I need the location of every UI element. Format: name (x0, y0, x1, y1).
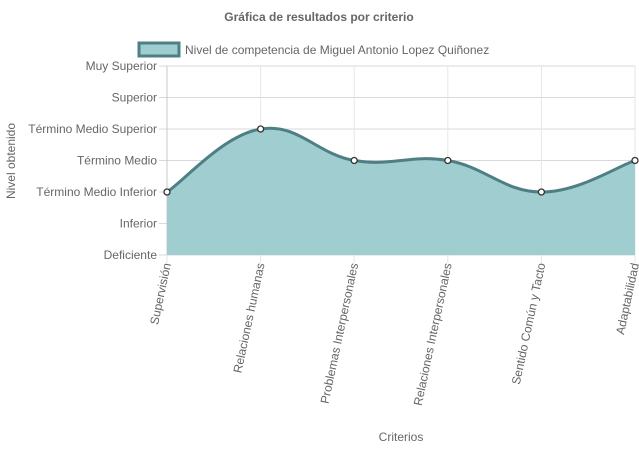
series-line (166, 126, 636, 194)
y-tick-label: Término Medio Superior (28, 122, 157, 136)
y-axis-title: Nivel obtenido (4, 123, 18, 199)
data-point[interactable] (537, 188, 546, 196)
data-points[interactable] (163, 125, 639, 196)
chart-title: Gráfica de resultados por criterio (224, 10, 413, 24)
x-axis-title: Criterios (379, 430, 424, 444)
series-area (166, 126, 636, 255)
y-tick-label: Término Medio Inferior (36, 185, 157, 199)
y-tick-label: Término Medio (77, 154, 157, 168)
x-tick-label: Adaptabilidad (613, 262, 639, 336)
x-axis-ticks: Supervisión Relaciones humanas Problemas I… (147, 261, 639, 406)
x-tick-label: Supervisión (147, 262, 174, 326)
data-point[interactable] (163, 188, 171, 196)
legend-label: Nivel de competencia de Miguel Antonio L… (185, 43, 489, 57)
y-tick-label: Inferior (120, 217, 157, 231)
data-point[interactable] (444, 156, 452, 165)
x-tick-label: Sentido Común y Tacto (509, 261, 549, 385)
x-tick-label: Relaciones humanas (231, 262, 268, 375)
y-axis-ticks: Deficiente Inferior Término Medio Inferior… (28, 59, 157, 262)
y-tick-label: Muy Superior (86, 59, 157, 73)
data-point[interactable] (350, 156, 358, 165)
x-tick-label: Relaciones Interpersonales (411, 262, 455, 407)
area-fill (167, 128, 635, 255)
x-tick-label: Problemas Interpersonales (318, 262, 362, 405)
y-tick-label: Deficiente (104, 248, 158, 262)
legend[interactable]: Nivel de competencia de Miguel Antonio L… (137, 41, 489, 58)
legend-swatch (137, 41, 181, 58)
data-point[interactable] (256, 125, 265, 133)
y-tick-label: Superior (112, 91, 157, 105)
data-point[interactable] (631, 156, 639, 165)
